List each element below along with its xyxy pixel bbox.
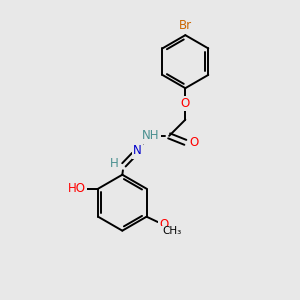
Text: O: O: [181, 97, 190, 110]
Text: H: H: [110, 157, 118, 170]
Text: N: N: [133, 144, 142, 157]
Text: HO: HO: [68, 182, 86, 195]
Text: O: O: [189, 136, 198, 149]
Text: O: O: [159, 218, 168, 231]
Text: NH: NH: [142, 129, 160, 142]
Text: Br: Br: [179, 19, 192, 32]
Text: CH₃: CH₃: [162, 226, 181, 236]
